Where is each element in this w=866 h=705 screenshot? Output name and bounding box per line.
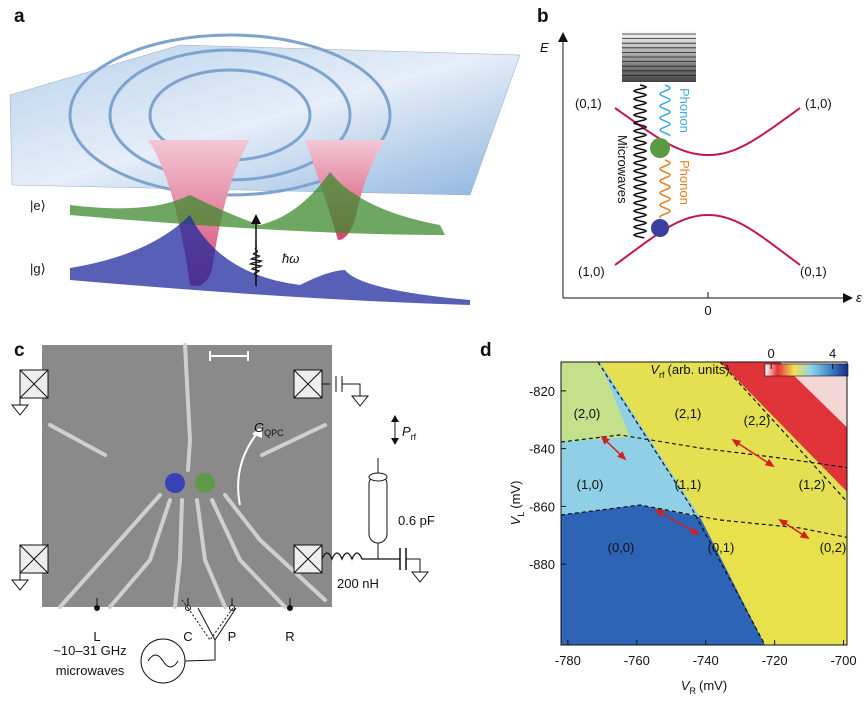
region-label: (0,2) [820,540,847,555]
axis-label: E [540,40,549,55]
gate-label: P [228,629,237,644]
shape [765,364,848,376]
charge-label: (0,1) [575,96,602,111]
gate-label: C [183,629,192,644]
x-tick-label: -760 [624,653,650,668]
panel-label: b [537,6,549,27]
subscript: QPC [264,428,284,438]
panel-label: c [14,340,25,361]
wave-label: Phonon [677,88,692,133]
shape [558,32,568,42]
gate-pin [95,606,100,611]
shape [391,415,399,422]
x-tick-label: -700 [831,653,857,668]
shape [10,45,520,195]
x-axis-label: VR(mV) [681,678,727,696]
wave-label: Microwaves [615,135,630,204]
y-tick-label: -840 [529,442,555,457]
subscript: R [690,686,697,696]
subscript: rf [411,432,417,442]
body: a |e⟩ |g⟩ ħω b E ε 0 Microwaves Phonon P… [0,0,866,705]
unit: (arb. units) [668,362,730,377]
x-tick-label: -780 [555,653,581,668]
shape [369,475,387,543]
gate-label: R [285,629,294,644]
shape [650,138,670,158]
x-tick-label: -740 [693,653,719,668]
ground [352,396,368,406]
state-label: |e⟩ [30,198,46,213]
shape [251,214,261,224]
region-label: (2,0) [574,406,601,421]
source-frequency: ~10–31 GHz [53,643,126,658]
y-axis-label: VL(mV) [508,481,526,526]
panel-label: a [14,6,25,27]
shape [843,293,853,303]
subscript: rf [659,370,665,380]
source-type: microwaves [56,663,125,678]
unit: (mV) [508,481,523,509]
subscript: L [516,512,526,517]
ground [12,580,28,590]
region-label: (1,1) [675,477,702,492]
capacitance: 0.6 pF [398,513,435,528]
charge-label: (0,1) [800,264,827,279]
shape [406,559,420,572]
shape [660,85,670,136]
colorbar-tick-label: 4 [829,346,836,361]
shape [412,572,428,582]
colorbar-tick-label: 0 [768,346,775,361]
shape [165,473,185,493]
region-label: (0,1) [708,540,735,555]
shape [660,160,670,218]
panel-b: b E ε 0 Microwaves Phonon Phonon (0,1) (… [537,6,862,318]
inductance: 200 nH [337,576,379,591]
symbol: G [254,420,264,435]
wave-label: Phonon [677,160,692,205]
gate-label: L [93,629,100,644]
photon-label: ħω [282,251,299,266]
axis-label: ε [856,290,862,305]
x-tick-label: -720 [762,653,788,668]
shape [561,362,860,660]
y-tick-label: -880 [529,557,555,572]
shape [195,473,215,493]
shape [634,85,646,238]
symbol: P [402,424,411,439]
page: Figure {"panel_a": {"label": "a", "excit… [0,0,866,705]
shape [322,553,400,559]
panel-a: a |e⟩ |g⟩ ħω [10,6,520,305]
region-label: (2,2) [744,413,771,428]
gate-pin [288,606,293,611]
shape [391,438,399,445]
y-tick-label: -860 [529,499,555,514]
y-tick-label: -820 [529,384,555,399]
region-label: (1,0) [577,477,604,492]
region-label: (2,1) [675,406,702,421]
region-label: (0,0) [608,540,635,555]
shape [651,219,669,237]
region-label: (1,2) [799,477,826,492]
ground [12,405,28,415]
figure: a |e⟩ |g⟩ ħω b E ε 0 Microwaves Phonon P… [0,0,866,705]
charge-label: (1,0) [578,264,605,279]
shape [622,30,696,82]
shape [615,108,800,155]
power-label: Prf [402,424,417,442]
panel-c: c GQPC Prf 0.6 pF 200 nH L C P R ~10–31 GHz… [12,340,435,683]
unit: (mV) [699,678,727,693]
panel-label: d [480,340,492,361]
charge-label: (1,0) [805,96,832,111]
panel-d: d -780 -760 -740 -720 -700 -820 -840 -860 -880 0 4… [480,340,860,696]
shape [615,215,800,265]
axis-tick: 0 [704,303,711,318]
state-label: |g⟩ [30,261,46,276]
shape [369,473,387,481]
